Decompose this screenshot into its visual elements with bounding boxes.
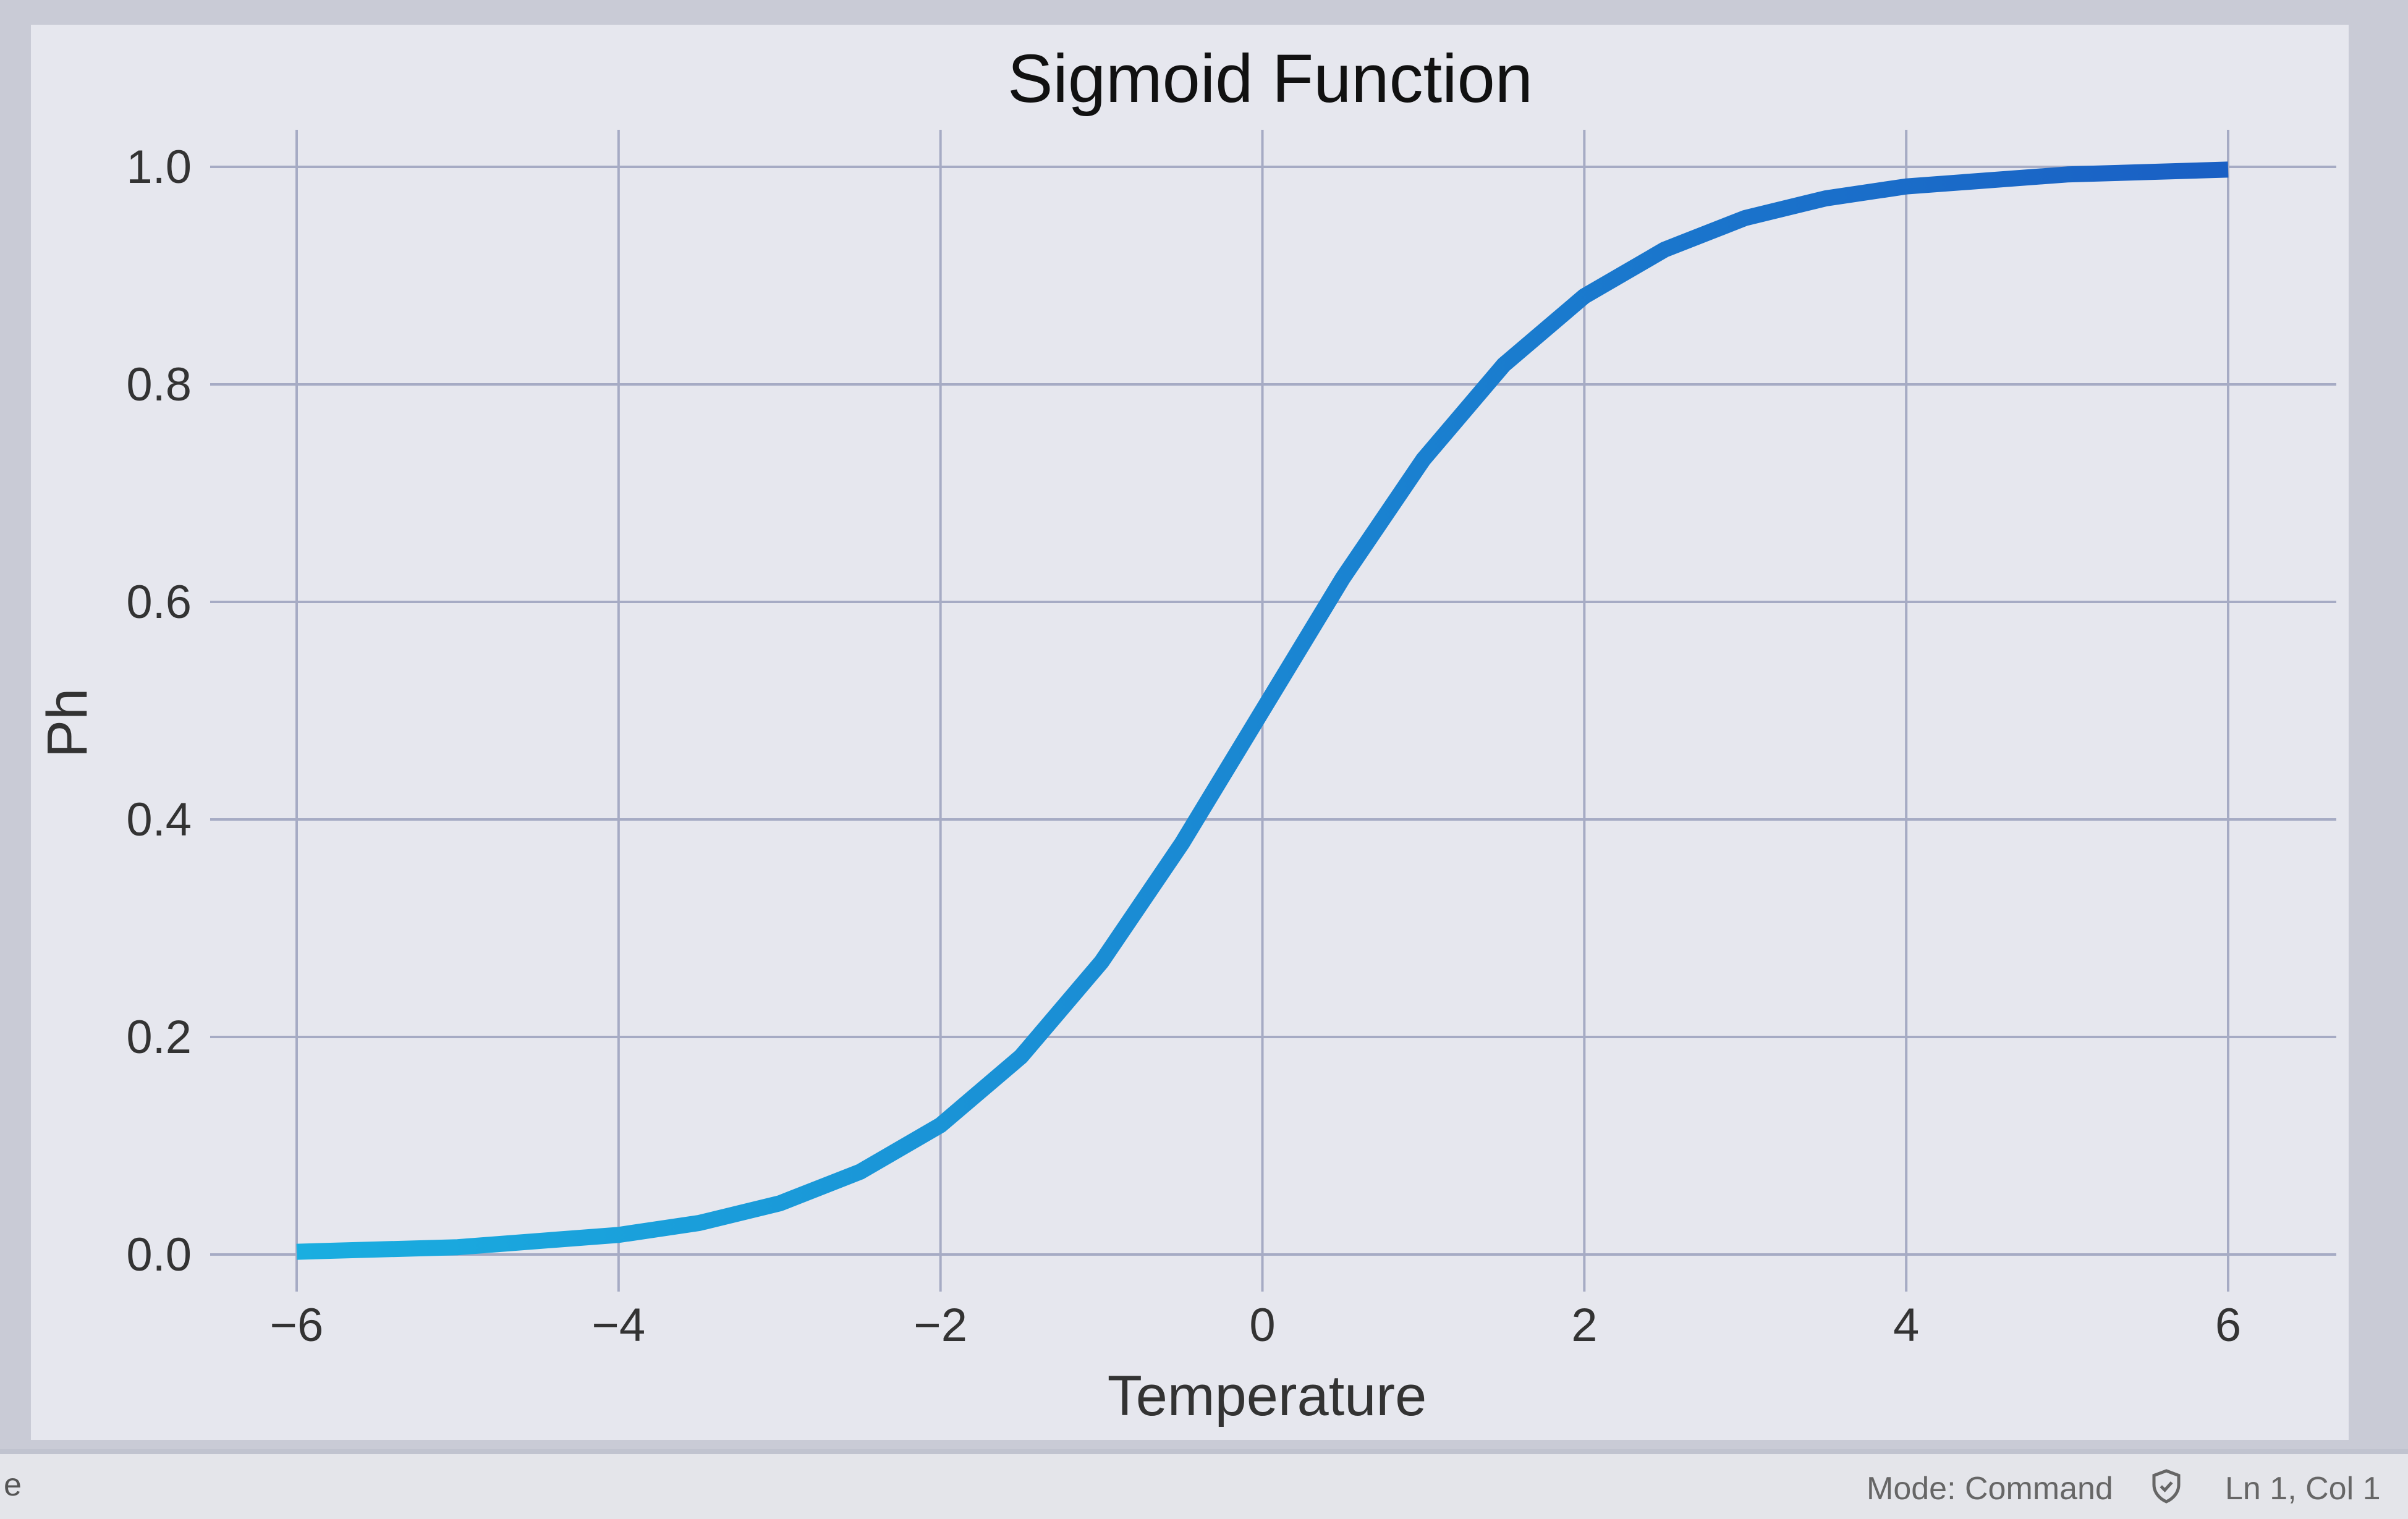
series-layer bbox=[296, 161, 2229, 1260]
shield-check-icon[interactable] bbox=[2148, 1468, 2185, 1505]
chart-svg: −6 −4 −2 0 2 4 6 0.0 0.2 0.4 0.6 0.8 1.0 Sigmoid Fun… bbox=[36, 41, 2336, 1428]
y-tick-label: 0.0 bbox=[126, 1229, 192, 1281]
x-tick-label: −2 bbox=[914, 1299, 967, 1352]
x-tick-label: 0 bbox=[1249, 1299, 1275, 1352]
status-bar: e Mode: Command Ln 1, Col 1 bbox=[0, 1449, 2408, 1519]
sigmoid-series-line bbox=[296, 161, 2229, 1260]
x-axis-title: Temperature bbox=[1108, 1365, 1427, 1428]
x-tick-label: 2 bbox=[1571, 1299, 1597, 1352]
y-tick-label: 0.8 bbox=[126, 358, 192, 411]
y-axis-title: Ph bbox=[36, 688, 99, 758]
status-cursor-position[interactable]: Ln 1, Col 1 bbox=[2225, 1471, 2381, 1507]
x-tick-label: 4 bbox=[1893, 1299, 1919, 1352]
y-tick-label: 0.6 bbox=[126, 576, 192, 628]
status-mode[interactable]: Mode: Command bbox=[1867, 1471, 2113, 1507]
grid-layer bbox=[210, 130, 2336, 1292]
x-tick-label: −4 bbox=[592, 1299, 646, 1352]
status-left-text: e bbox=[4, 1467, 22, 1503]
y-tick-label: 0.4 bbox=[126, 793, 192, 846]
y-tick-label: 1.0 bbox=[126, 141, 192, 193]
y-tick-label: 0.2 bbox=[126, 1011, 192, 1064]
x-tick-label: 6 bbox=[2215, 1299, 2241, 1352]
tick-layer: −6 −4 −2 0 2 4 6 0.0 0.2 0.4 0.6 0.8 1.0 bbox=[126, 141, 2241, 1352]
chart-title: Sigmoid Function bbox=[1007, 41, 1533, 117]
x-tick-label: −6 bbox=[270, 1299, 324, 1352]
chart-plot-area: −6 −4 −2 0 2 4 6 0.0 0.2 0.4 0.6 0.8 1.0 Sigmoid Fun… bbox=[31, 25, 2349, 1440]
